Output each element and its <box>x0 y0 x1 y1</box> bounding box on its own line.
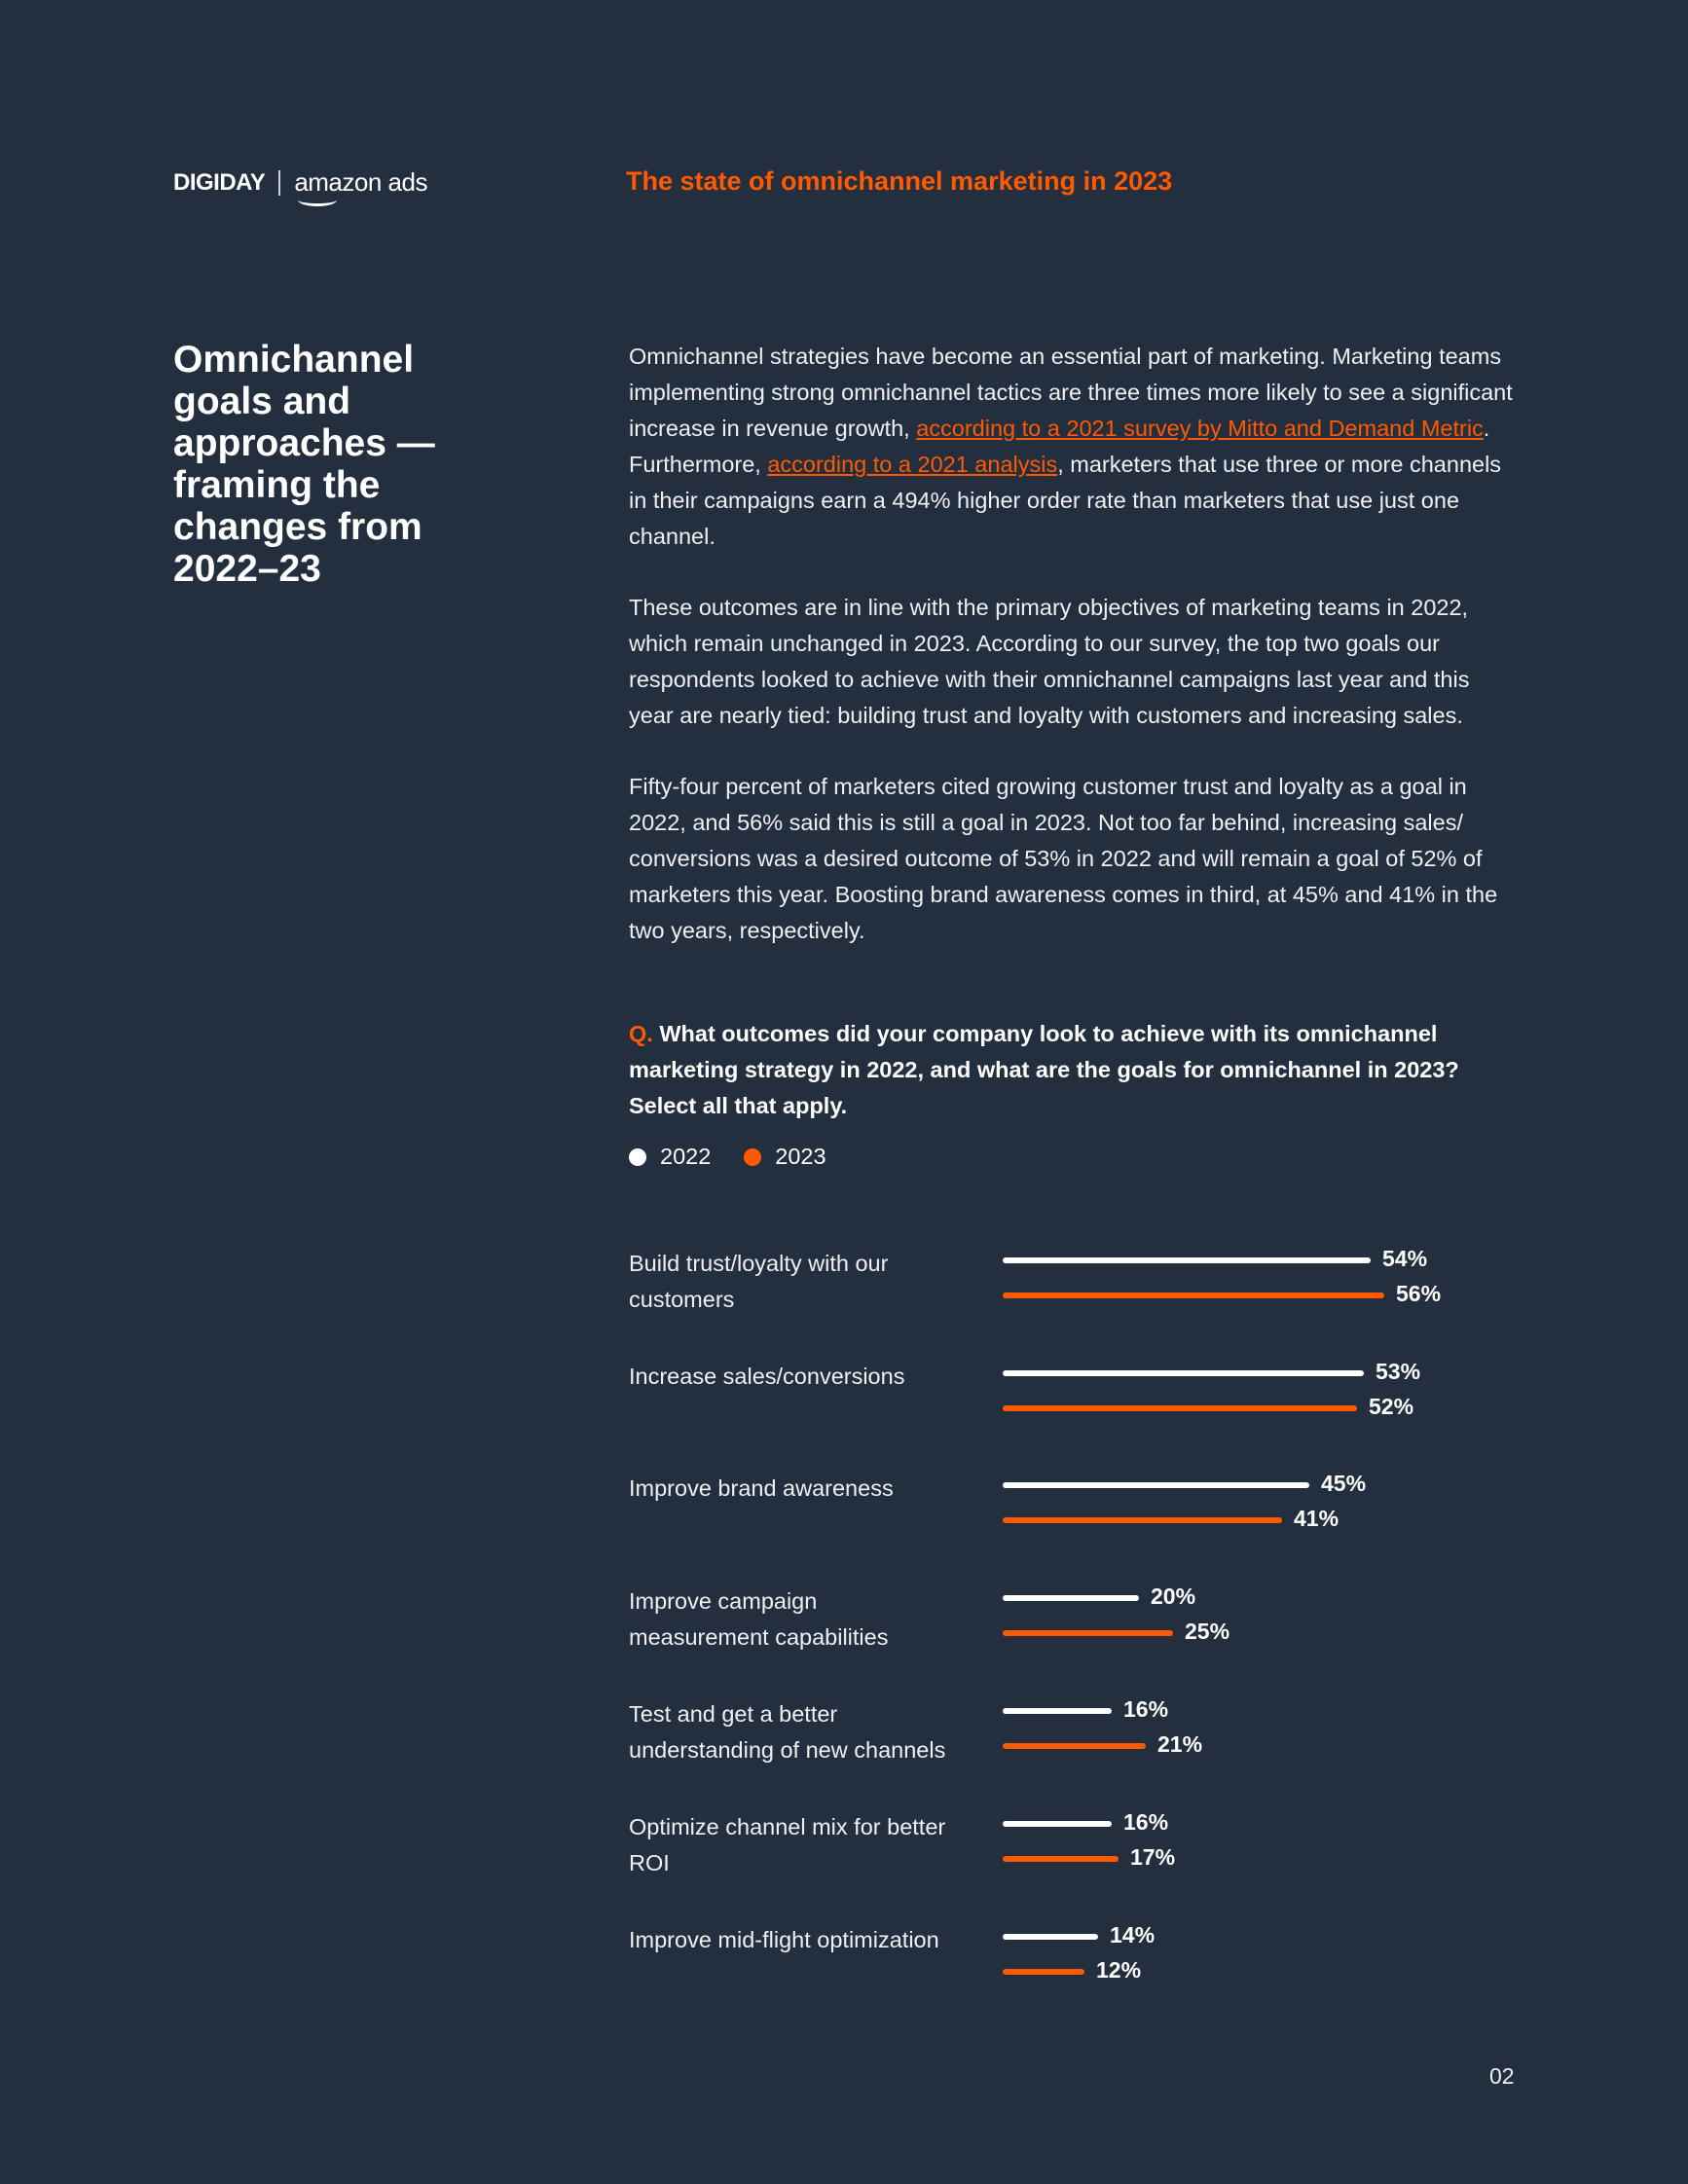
survey-question: Q. What outcomes did your company look t… <box>629 1016 1505 1124</box>
bar-2022 <box>1003 1708 1112 1714</box>
chart-row: Test and get a better understanding of n… <box>629 1696 1602 1805</box>
value-label-2023: 21% <box>1157 1731 1203 1757</box>
value-label-2022: 14% <box>1110 1922 1156 1947</box>
category-label: Increase sales/conversions <box>629 1364 905 1389</box>
bar-2023 <box>1003 1743 1146 1749</box>
category-label: Improve brand awareness <box>629 1475 894 1501</box>
value-label-2022: 45% <box>1321 1471 1367 1496</box>
amazon-ads-text: amazon ads <box>294 167 427 197</box>
bar-2022 <box>1003 1257 1371 1263</box>
amazon-smile-icon <box>298 194 338 206</box>
category-label: Build trust/loyalty with our customers <box>629 1251 889 1312</box>
value-label-2023: 52% <box>1369 1394 1414 1419</box>
category-label: Optimize channel mix for better ROI <box>629 1814 946 1875</box>
category-label: Test and get a better understanding of n… <box>629 1701 946 1763</box>
legend-dot-2022 <box>629 1147 646 1166</box>
bar-2023 <box>1003 1969 1084 1975</box>
page-number: 02 <box>1489 2063 1515 2089</box>
bar-2023 <box>1003 1630 1173 1636</box>
value-label-2022: 16% <box>1123 1809 1169 1835</box>
value-label-2022: 53% <box>1376 1359 1421 1384</box>
logo-divider <box>278 169 281 196</box>
analysis-link[interactable]: according to a 2021 analysis <box>767 452 1058 477</box>
value-label-2023: 56% <box>1396 1281 1442 1306</box>
mitto-survey-link[interactable]: according to a 2021 survey by Mitto and … <box>916 416 1484 441</box>
chart-legend: 2022 2023 <box>629 1144 860 1170</box>
bar-2022 <box>1003 1595 1139 1601</box>
value-label-2022: 20% <box>1151 1583 1196 1609</box>
chart-row: Increase sales/conversions 53% 52% <box>629 1359 1602 1468</box>
bar-2023 <box>1003 1856 1119 1862</box>
chart-row: Improve brand awareness 45% 41% <box>629 1471 1602 1580</box>
chart-row: Improve campaign measurement capabilitie… <box>629 1583 1602 1693</box>
chart-row: Optimize channel mix for better ROI 16% 17… <box>629 1809 1602 1918</box>
amazon-ads-logo: amazon ads <box>294 167 427 206</box>
legend-2023: 2023 <box>744 1144 826 1170</box>
bar-2023 <box>1003 1405 1357 1411</box>
category-label: Improve campaign measurement capabilitie… <box>629 1588 889 1650</box>
paragraph-2: These outcomes are in line with the prim… <box>629 595 1470 728</box>
legend-dot-2023 <box>744 1147 762 1166</box>
legend-label: 2022 <box>660 1144 712 1169</box>
value-label-2023: 12% <box>1096 1957 1142 1983</box>
legend-2022: 2022 <box>629 1144 711 1170</box>
bar-2022 <box>1003 1821 1112 1827</box>
bar-2022 <box>1003 1370 1364 1376</box>
bar-2022 <box>1003 1934 1098 1940</box>
digiday-logo: DIGIDAY <box>173 168 266 196</box>
section-title: Omnichannel goals and approaches — frami… <box>173 339 435 590</box>
paragraph-1: Omnichannel strategies have become an es… <box>629 339 1515 555</box>
question-text: What outcomes did your company look to a… <box>629 1021 1459 1118</box>
brand-logos: DIGIDAY amazon ads <box>173 167 427 206</box>
legend-label: 2023 <box>775 1144 826 1169</box>
question-prefix: Q. <box>629 1021 653 1046</box>
body-text: Omnichannel strategies have become an es… <box>629 339 1515 984</box>
text: Omnichannel strategies have become an es… <box>629 344 1513 441</box>
text: . Furthermore, <box>629 416 1490 477</box>
value-label-2023: 25% <box>1185 1619 1230 1644</box>
text: , marketers that use three or more chann… <box>629 452 1502 549</box>
bar-2023 <box>1003 1517 1282 1523</box>
value-label-2023: 17% <box>1130 1844 1176 1870</box>
value-label-2022: 16% <box>1123 1696 1169 1722</box>
paragraph-3: Fifty-four percent of marketers cited gr… <box>629 774 1498 943</box>
value-label-2023: 41% <box>1294 1506 1339 1531</box>
chart-row: Improve mid-flight optimization 14% 12% <box>629 1922 1602 2031</box>
bar-2023 <box>1003 1292 1384 1298</box>
category-label: Improve mid-flight optimization <box>629 1927 939 1952</box>
value-label-2022: 54% <box>1382 1246 1428 1271</box>
bar-2022 <box>1003 1482 1309 1488</box>
chart-row: Build trust/loyalty with our customers 54… <box>629 1246 1602 1355</box>
document-title: The state of omnichannel marketing in 20… <box>626 166 1173 196</box>
